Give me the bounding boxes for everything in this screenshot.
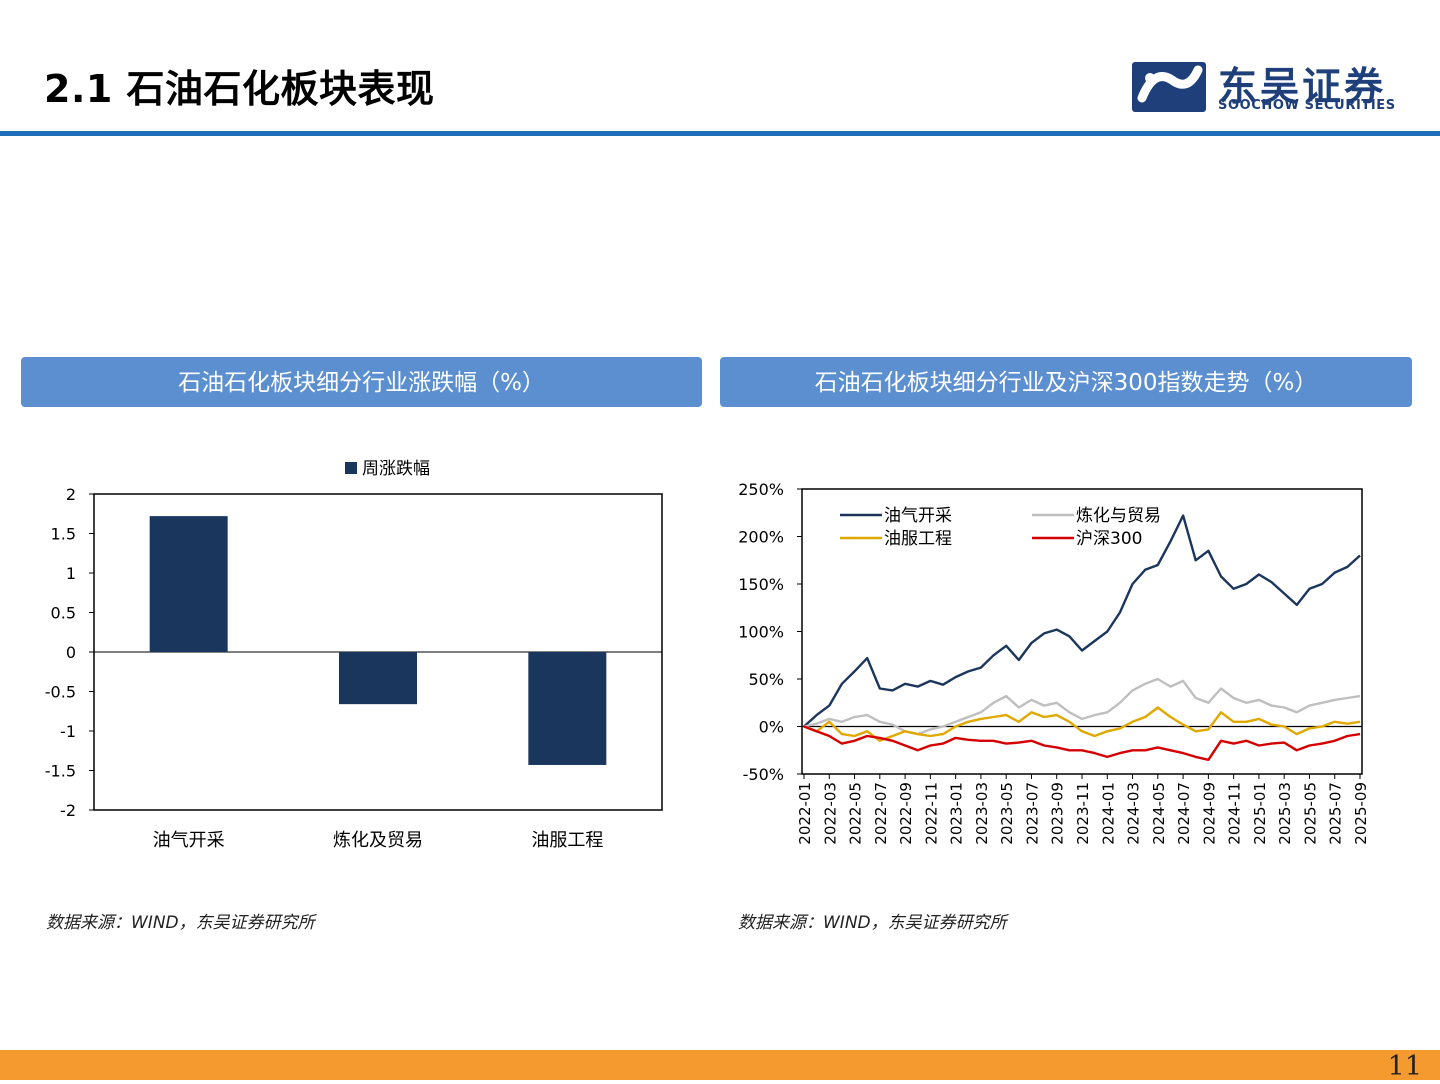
x-tick-label: 2022-11 (922, 782, 940, 845)
x-tick-label: 2022-09 (897, 782, 915, 845)
x-tick-label: 2023-07 (1023, 782, 1041, 845)
x-tick-label: 2024-11 (1226, 782, 1244, 845)
y-tick-label: 50% (748, 670, 784, 689)
left-source-note: 数据来源：WIND，东吴证券研究所 (46, 913, 315, 933)
footer-bar (0, 1050, 1440, 1080)
x-tick-label: 2023-01 (948, 782, 966, 845)
series-line (803, 514, 1361, 728)
legend-label: 炼化与贸易 (1076, 506, 1161, 526)
x-tick-label: 2024-03 (1125, 782, 1143, 845)
y-tick-label: 0% (759, 718, 784, 737)
y-tick-label: 2 (66, 485, 76, 504)
right-source-note: 数据来源：WIND，东吴证券研究所 (738, 913, 1007, 933)
x-category-label: 油服工程 (531, 830, 603, 851)
series-line (803, 706, 1361, 742)
bar (339, 652, 417, 705)
legend-label: 油气开采 (884, 506, 952, 526)
x-tick-label: 2023-11 (1074, 782, 1092, 845)
y-tick-label: 1 (66, 564, 76, 583)
bar (149, 516, 228, 652)
legend-label: 沪深300 (1076, 529, 1142, 549)
y-tick-label: 150% (738, 575, 784, 594)
x-tick-label: 2025-09 (1352, 782, 1370, 845)
y-tick-label: -0.5 (45, 683, 76, 702)
right-panel-header: 石油石化板块细分行业及沪深300指数走势（%） (720, 357, 1412, 407)
x-tick-label: 2022-05 (847, 782, 865, 845)
x-tick-label: 2024-07 (1175, 782, 1193, 845)
y-tick-label: -2 (60, 801, 76, 820)
y-tick-label: 0 (66, 643, 76, 662)
series-line (803, 677, 1361, 736)
x-tick-label: 2025-07 (1327, 782, 1345, 845)
header-divider (0, 131, 1440, 136)
line-chart: 250% 200% 150% 100% 50% 0% -50% 2022-01 2022-03 2… (738, 480, 1370, 845)
x-tick-label: 2025-05 (1301, 782, 1319, 845)
bar-chart: 周涨跌幅 2 1.5 1 0.5 0 -0.5 -1 -1.5 -2 油气开采 炼化及贸易 油服工程 (45, 459, 663, 851)
soochow-logo-mark-icon (1132, 62, 1206, 112)
logo-english-name: SOOCHOW SECURITIES (1218, 98, 1396, 113)
x-tick-label: 2024-01 (1099, 782, 1117, 845)
page-number: 11 (1387, 1051, 1422, 1082)
x-tick-label: 2022-07 (872, 782, 890, 845)
x-tick-label: 2025-01 (1251, 782, 1269, 845)
y-tick-label: -1.5 (45, 762, 76, 781)
page-title: 2.1 石油石化板块表现 (44, 67, 435, 111)
y-tick-label: 200% (738, 528, 784, 547)
y-tick-label: 1.5 (51, 525, 76, 544)
legend-swatch (345, 462, 357, 474)
x-tick-label: 2023-03 (973, 782, 991, 845)
x-category-label: 油气开采 (153, 830, 225, 851)
legend-label: 周涨跌幅 (362, 459, 430, 479)
y-tick-label: 0.5 (51, 604, 76, 623)
logo-chinese-name: 东吴证券 (1218, 65, 1387, 110)
y-tick-label: 100% (738, 623, 784, 642)
x-tick-label: 2024-05 (1150, 782, 1168, 845)
legend-label: 油服工程 (884, 529, 952, 549)
bar (528, 652, 607, 765)
y-tick-label: -1 (60, 722, 76, 741)
x-tick-label: 2022-01 (796, 782, 814, 845)
left-panel-header: 石油石化板块细分行业涨跌幅（%） (21, 357, 702, 407)
x-tick-label: 2024-09 (1200, 782, 1218, 845)
soochow-logo: 东吴证券 SOOCHOW SECURITIES (1132, 58, 1412, 114)
x-tick-label: 2023-05 (998, 782, 1016, 845)
y-tick-label: 250% (738, 480, 784, 499)
series-line (803, 725, 1361, 761)
x-tick-label: 2022-03 (821, 782, 839, 845)
y-tick-label: -50% (743, 765, 784, 784)
x-tick-label: 2023-09 (1049, 782, 1067, 845)
x-category-label: 炼化及贸易 (333, 830, 423, 851)
x-tick-label: 2025-03 (1276, 782, 1294, 845)
